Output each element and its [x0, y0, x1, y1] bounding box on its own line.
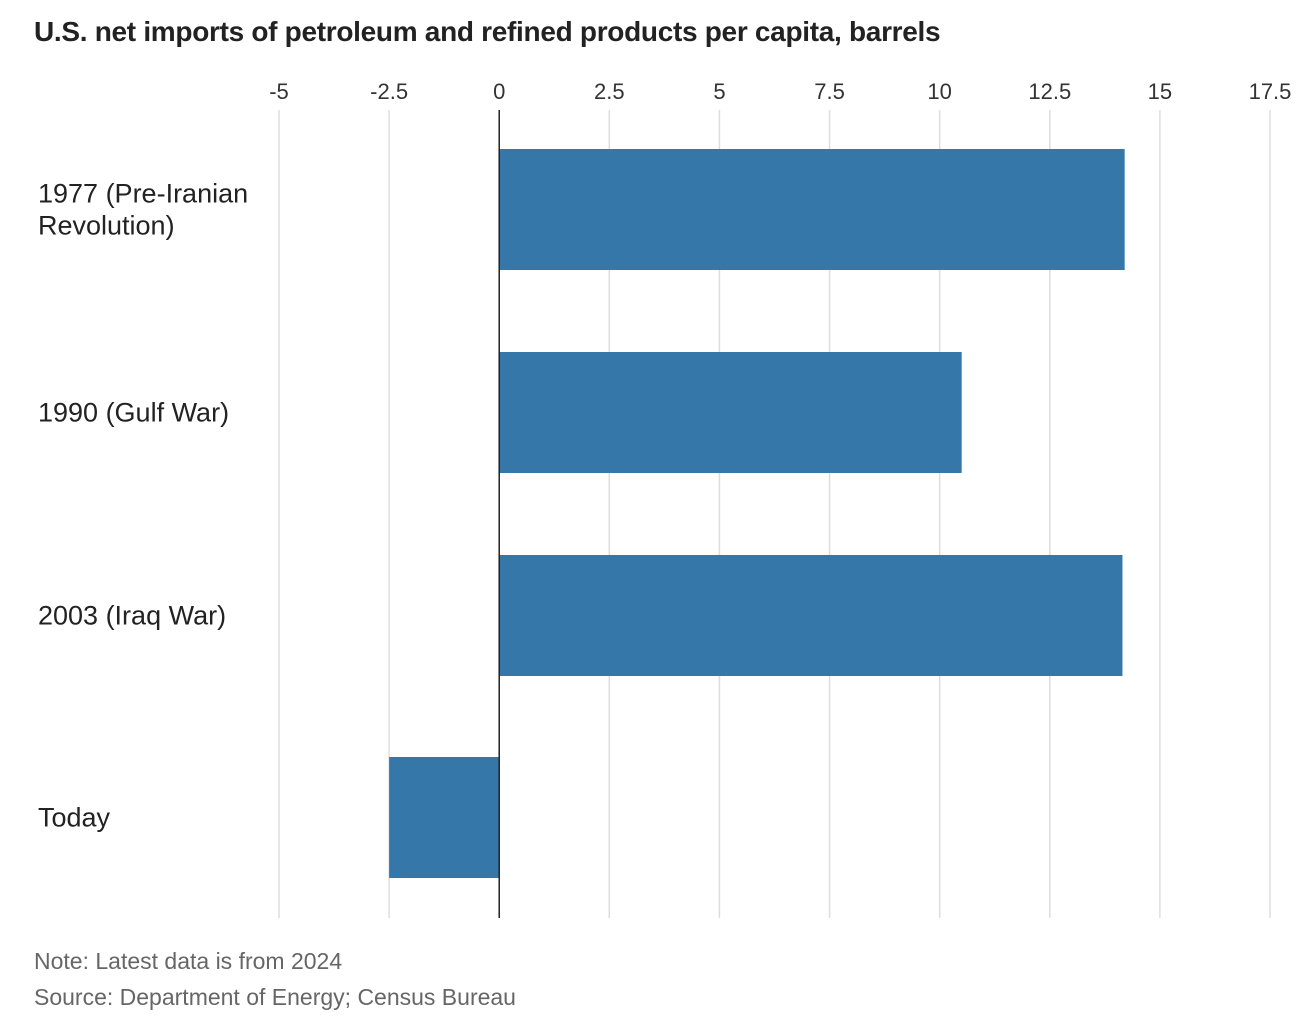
bar	[389, 757, 500, 878]
category-label: 2003 (Iraq War)	[38, 601, 226, 631]
chart-plot: -5 -2.5 0 2.5 5 7.5 10 12.5 15 17.5 1977 (Pre-Iran…	[38, 79, 1292, 918]
x-tick-label: -2.5	[370, 79, 408, 104]
chart-note: Note: Latest data is from 2024	[34, 948, 343, 974]
bar	[499, 555, 1123, 676]
category-label: 1977 (Pre-Iranian Revolution)	[38, 179, 248, 241]
x-tick-label: 10	[927, 79, 951, 104]
x-tick-label: 15	[1148, 79, 1172, 104]
bar	[499, 149, 1125, 270]
chart-source: Source: Department of Energy; Census Bur…	[34, 984, 516, 1010]
bar	[499, 352, 962, 473]
x-tick-label: 12.5	[1028, 79, 1071, 104]
x-tick-label: 5	[713, 79, 725, 104]
x-tick-label: -5	[269, 79, 289, 104]
x-tick-label: 0	[493, 79, 505, 104]
chart-title: U.S. net imports of petroleum and refine…	[34, 16, 941, 47]
x-tick-label: 7.5	[814, 79, 845, 104]
category-label: Today	[38, 803, 111, 833]
category-label: 1990 (Gulf War)	[38, 398, 229, 428]
x-tick-label: 17.5	[1249, 79, 1292, 104]
x-tick-label: 2.5	[594, 79, 625, 104]
